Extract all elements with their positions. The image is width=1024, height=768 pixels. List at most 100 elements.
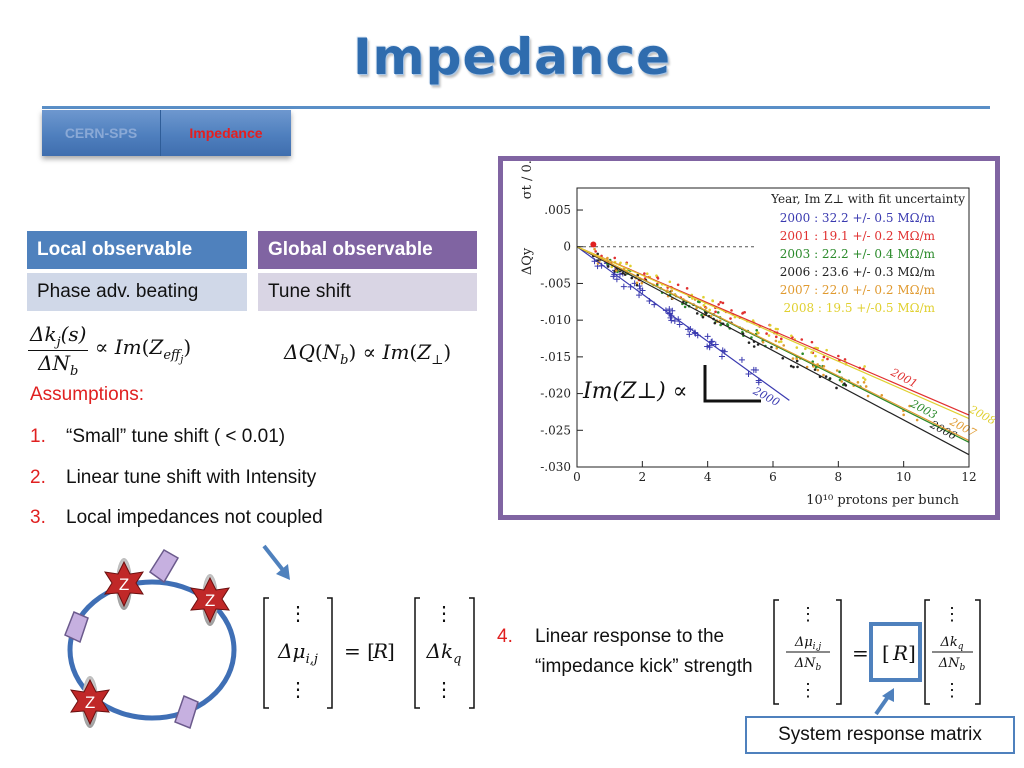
- svg-text:⋮: ⋮: [943, 604, 961, 625]
- ring-diagram: Z Z Z: [64, 548, 237, 729]
- data-point: [714, 310, 717, 314]
- svg-text:⋮: ⋮: [799, 604, 817, 625]
- data-point: [837, 354, 840, 358]
- data-point: [755, 328, 758, 332]
- data-point: [791, 357, 795, 360]
- data-point: [908, 404, 911, 408]
- local-formula: Δkj(s) ΔNb ∝ Im(Zeffj): [28, 322, 192, 379]
- data-point: [862, 376, 865, 380]
- data-point: [774, 339, 778, 343]
- legend-entry: 2008 : 19.5 +/-0.5 MΩ/m: [784, 301, 936, 315]
- data-point: [822, 373, 825, 377]
- data-point: [774, 335, 778, 339]
- data-point: [623, 273, 627, 276]
- data-point: [729, 317, 732, 320]
- data-point: [636, 292, 643, 299]
- data-point: [636, 273, 640, 277]
- data-point: [862, 380, 866, 384]
- data-point: [685, 287, 689, 290]
- svg-text:]: ]: [908, 641, 916, 665]
- svg-text:Δkq: Δkq: [939, 635, 963, 652]
- svg-text:R: R: [892, 641, 908, 665]
- assumption-number: 3.: [30, 507, 46, 528]
- data-point: [676, 283, 680, 287]
- tab-cern-sps[interactable]: CERN-SPS: [42, 110, 161, 156]
- title-rule: [42, 106, 990, 109]
- pointer-arrow-icon: [262, 544, 290, 580]
- data-point: [621, 271, 625, 275]
- svg-text:⋮: ⋮: [434, 601, 454, 625]
- svg-text:⋮: ⋮: [288, 677, 308, 701]
- data-point: [635, 281, 639, 285]
- fit-line: [576, 246, 970, 456]
- legend-entry: 2001 : 19.1 +/- 0.2 MΩ/m: [780, 229, 936, 243]
- data-point: [863, 378, 867, 381]
- y-tick-label: -.010: [540, 313, 571, 327]
- z-label: Z: [119, 575, 129, 594]
- y-tick-label: -.025: [540, 423, 571, 437]
- data-point: [718, 353, 725, 360]
- data-point: [593, 247, 596, 251]
- data-point: [702, 304, 706, 307]
- data-point: [915, 418, 919, 422]
- system-response-label: System response matrix: [745, 716, 1015, 754]
- data-point: [721, 301, 725, 305]
- data-point: [701, 315, 705, 319]
- data-point: [635, 283, 639, 287]
- data-point: [716, 311, 720, 314]
- data-point: [704, 333, 711, 340]
- y-tick-label: -.015: [540, 350, 571, 364]
- data-point: [824, 375, 828, 378]
- data-point: [606, 265, 610, 268]
- data-point: [696, 300, 700, 303]
- data-point: [838, 378, 842, 382]
- data-point: [795, 357, 799, 361]
- svg-text:= [: = [: [344, 639, 375, 663]
- x-tick-label: 6: [769, 470, 777, 484]
- data-point: [864, 385, 868, 388]
- data-point: [750, 366, 757, 373]
- data-point: [844, 384, 848, 387]
- data-point: [606, 256, 609, 260]
- assumption-number: 2.: [30, 467, 46, 488]
- data-point: [594, 250, 597, 253]
- data-point: [822, 355, 826, 359]
- svg-text:Δkq: Δkq: [426, 639, 462, 667]
- assumption-item: 1. “Small” tune shift ( < 0.01): [30, 426, 285, 448]
- data-point: [811, 360, 815, 363]
- svg-text:ΔNb: ΔNb: [938, 656, 966, 673]
- data-point: [620, 283, 627, 290]
- fit-line: [576, 246, 790, 401]
- data-point: [779, 337, 783, 341]
- pointer-arrow-icon: [874, 688, 894, 716]
- data-point: [779, 340, 783, 343]
- x-tick-label: 8: [835, 470, 843, 484]
- data-point: [795, 359, 799, 363]
- svg-text:R: R: [372, 639, 388, 663]
- svg-text:⋮: ⋮: [434, 677, 454, 701]
- data-point: [825, 348, 828, 352]
- data-point: [630, 276, 634, 280]
- assumption-text: Linear tune shift with Intensity: [66, 467, 317, 488]
- data-point: [835, 386, 838, 390]
- data-point: [770, 345, 773, 349]
- impedance-annotation: Im(Z⊥) ∝: [582, 379, 688, 404]
- tab-bar: CERN-SPS Impedance: [42, 110, 291, 156]
- x-axis-label: 10¹⁰ protons per bunch: [806, 493, 959, 508]
- data-point: [843, 358, 847, 361]
- data-point: [761, 340, 765, 344]
- data-point: [610, 265, 614, 269]
- magnet-icon: [64, 611, 89, 644]
- assumption-number: 1.: [30, 426, 46, 447]
- data-point: [706, 342, 713, 349]
- data-point: [719, 323, 722, 327]
- tune-shift-plot-frame: 2000 2001 2003 2006 2007 2008 0 2 4 6 8 10 12.005 0-…: [498, 133, 1000, 520]
- data-point: [717, 303, 720, 306]
- data-point: [775, 346, 779, 350]
- r-highlight-box: [869, 622, 922, 682]
- data-point: [813, 368, 817, 371]
- data-point: [683, 305, 687, 309]
- tab-impedance[interactable]: Impedance: [161, 110, 291, 156]
- z-label: Z: [85, 693, 95, 712]
- data-point: [726, 323, 729, 326]
